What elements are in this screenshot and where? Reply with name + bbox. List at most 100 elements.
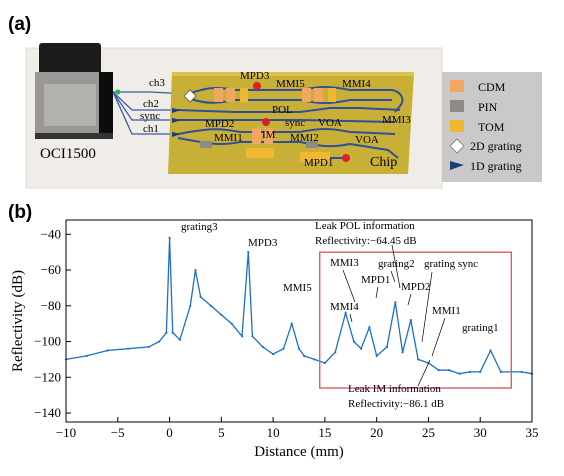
- data-point: [323, 361, 326, 365]
- chip-label-mmi5: MMI5: [276, 78, 305, 90]
- leak-pol-title: Leak POL information: [315, 220, 415, 232]
- channel-label-sync: sync: [140, 110, 160, 122]
- data-point: [158, 340, 161, 343]
- plot-marks: [64, 236, 534, 389]
- data-point: [352, 340, 355, 343]
- data-point: [106, 349, 109, 352]
- data-point: [385, 345, 389, 349]
- fiber-connector: [115, 89, 121, 95]
- data-point: [282, 347, 285, 350]
- data-point: [394, 301, 397, 304]
- x-tick-label: 5: [218, 425, 225, 440]
- annotation-group: grating3 MPD3 MMI5 MMI3 grating2 grating…: [181, 220, 499, 410]
- data-point: [416, 358, 420, 361]
- y-tick-label: −80: [41, 298, 61, 313]
- chip-label-mmi4: MMI4: [342, 78, 371, 90]
- chip-label-mpd3: MPD3: [240, 70, 270, 82]
- axis-ticks: −10 −5 0 5 10 15 20 25 30 35 −40 −60 −80 −100 −120 −140: [34, 226, 538, 440]
- y-tick-label: −140: [34, 405, 61, 420]
- annotation-mmi4: MMI4: [330, 301, 359, 313]
- data-point: [290, 322, 293, 325]
- annotation-grating1: grating1: [462, 322, 499, 334]
- annotation-mmi3: MMI3: [330, 257, 359, 269]
- legend-label-pin: PIN: [478, 100, 498, 114]
- channel-label-ch2: ch2: [143, 98, 159, 110]
- legend-label-2d-grating: 2D grating: [470, 139, 522, 153]
- chip-label-voa-2: VOA: [355, 134, 379, 146]
- x-tick-label: 20: [370, 425, 383, 440]
- chip-label-mmi1: MMI1: [214, 132, 243, 144]
- data-point: [344, 311, 347, 315]
- data-point: [520, 370, 523, 374]
- data-point: [85, 354, 88, 357]
- data-point: [147, 345, 150, 349]
- channel-label-ch3: ch3: [149, 77, 165, 89]
- data-point: [437, 369, 440, 372]
- data-point: [303, 354, 306, 357]
- annotation-leaders: [342, 244, 446, 387]
- data-point: [194, 268, 197, 272]
- chip-label-sync: sync: [285, 117, 305, 129]
- x-tick-label: 0: [166, 425, 173, 440]
- device-label: OCI1500: [40, 146, 96, 162]
- annotation-mpd1: MPD1: [361, 274, 390, 286]
- legend-label-cdm: CDM: [478, 80, 506, 94]
- chip-label-mmi2: MMI2: [290, 132, 319, 144]
- legend-label-1d-grating: 1D grating: [470, 159, 522, 173]
- legend-label-tom: TOM: [478, 120, 505, 134]
- data-point: [171, 331, 174, 334]
- leak-pol-reflectivity: Reflectivity:−64.45 dB: [315, 235, 417, 247]
- chip-label-mpd2: MPD2: [205, 118, 234, 130]
- chip-label-mmi3: MMI3: [382, 114, 411, 126]
- x-tick-label: 15: [318, 425, 331, 440]
- annotation-grating-sync: grating sync: [424, 258, 478, 270]
- data-point: [375, 354, 378, 357]
- chip-components: [172, 82, 350, 162]
- data-point: [448, 369, 451, 372]
- data-point: [261, 345, 264, 349]
- y-tick-label: −100: [34, 334, 61, 349]
- data-point: [199, 295, 202, 298]
- highlight-box: [319, 251, 512, 389]
- data-point: [401, 351, 404, 354]
- data-point: [334, 351, 337, 354]
- data-point: [409, 319, 412, 322]
- data-point: [247, 251, 250, 254]
- data-point: [313, 358, 316, 361]
- panel-a-label: (a): [8, 14, 31, 35]
- data-point: [220, 313, 223, 316]
- x-tick-label: 35: [526, 425, 539, 440]
- x-axis-title: Distance (mm): [254, 444, 344, 460]
- data-point: [499, 370, 503, 374]
- y-tick-label: −120: [34, 369, 61, 384]
- data-point: [458, 372, 461, 375]
- y-tick-label: −40: [41, 226, 61, 241]
- channel-label-ch1: ch1: [143, 123, 159, 135]
- leak-im-reflectivity: Reflectivity:−86.1 dB: [348, 398, 444, 410]
- data-point: [240, 335, 244, 338]
- data-point: [468, 370, 471, 374]
- chip-label-chip: Chip: [370, 155, 397, 170]
- data-point: [168, 236, 171, 239]
- data-point: [297, 347, 301, 350]
- data-point: [178, 338, 182, 341]
- panel-b-label: (b): [8, 202, 32, 223]
- data-point: [127, 347, 130, 350]
- data-point: [368, 326, 371, 329]
- x-tick-label: 10: [267, 425, 280, 440]
- legend-markers: [449, 80, 465, 170]
- data-point: [251, 335, 254, 338]
- data-point: [489, 349, 492, 352]
- data-point: [479, 370, 482, 374]
- data-point: [230, 322, 233, 325]
- chip-label-voa-1: VOA: [318, 117, 342, 129]
- annotation-mpd2: MPD2: [401, 281, 430, 293]
- annotation-grating2: grating2: [378, 258, 415, 270]
- y-tick-label: −60: [41, 262, 61, 277]
- annotation-mpd3: MPD3: [248, 237, 278, 249]
- x-tick-label: −5: [111, 425, 125, 440]
- annotation-mmi5: MMI5: [283, 282, 312, 294]
- data-point: [209, 304, 213, 307]
- annotation-grating3: grating3: [181, 221, 218, 233]
